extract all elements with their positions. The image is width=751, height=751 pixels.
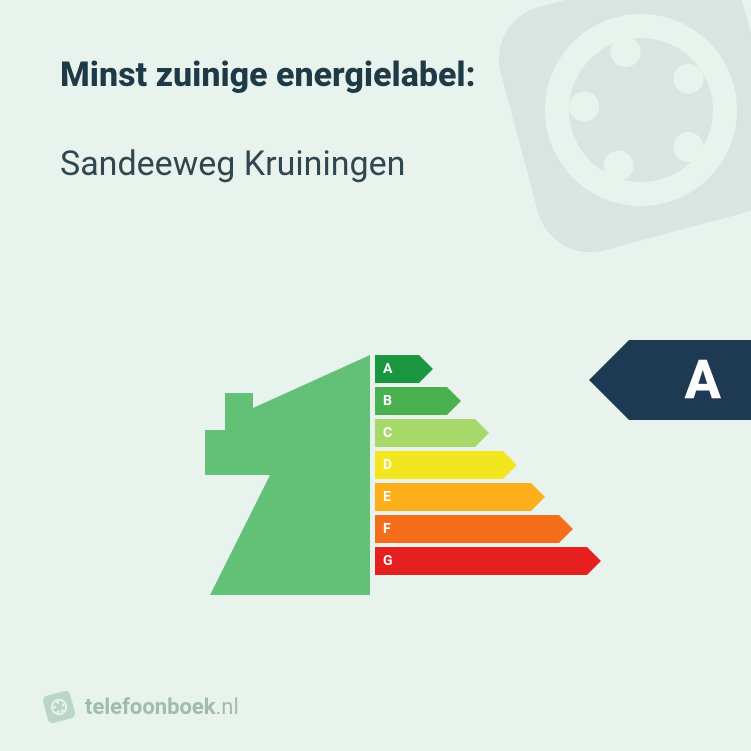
energy-bars: ABCDEFG bbox=[375, 355, 587, 579]
footer-logo-icon bbox=[42, 690, 76, 724]
energy-bar-a: A bbox=[375, 355, 587, 383]
energy-bar-label: C bbox=[383, 425, 392, 441]
footer-brand-tld: .nl bbox=[216, 695, 239, 720]
footer-brand: telefoonboek.nl bbox=[85, 695, 239, 720]
energy-bar-label: E bbox=[383, 489, 391, 505]
energy-bar-b: B bbox=[375, 387, 587, 415]
energy-bar-g: G bbox=[375, 547, 587, 575]
energy-bar-c: C bbox=[375, 419, 587, 447]
selected-rating-label: A bbox=[684, 349, 721, 412]
energy-bar-e: E bbox=[375, 483, 587, 511]
energy-bar-label: G bbox=[383, 553, 393, 569]
watermark-icon bbox=[457, 0, 751, 294]
energy-bar-label: D bbox=[383, 457, 392, 473]
footer: telefoonboek.nl bbox=[45, 693, 239, 721]
selected-rating-badge: A bbox=[629, 340, 751, 420]
energy-bar-d: D bbox=[375, 451, 587, 479]
energy-bar-label: F bbox=[383, 521, 391, 537]
energy-bar-label: A bbox=[383, 361, 392, 377]
energy-bar-f: F bbox=[375, 515, 587, 543]
footer-brand-name: telefoonboek bbox=[85, 695, 216, 720]
energy-bar-label: B bbox=[383, 393, 392, 409]
energy-chart: ABCDEFG bbox=[170, 345, 590, 605]
house-icon bbox=[170, 345, 375, 600]
